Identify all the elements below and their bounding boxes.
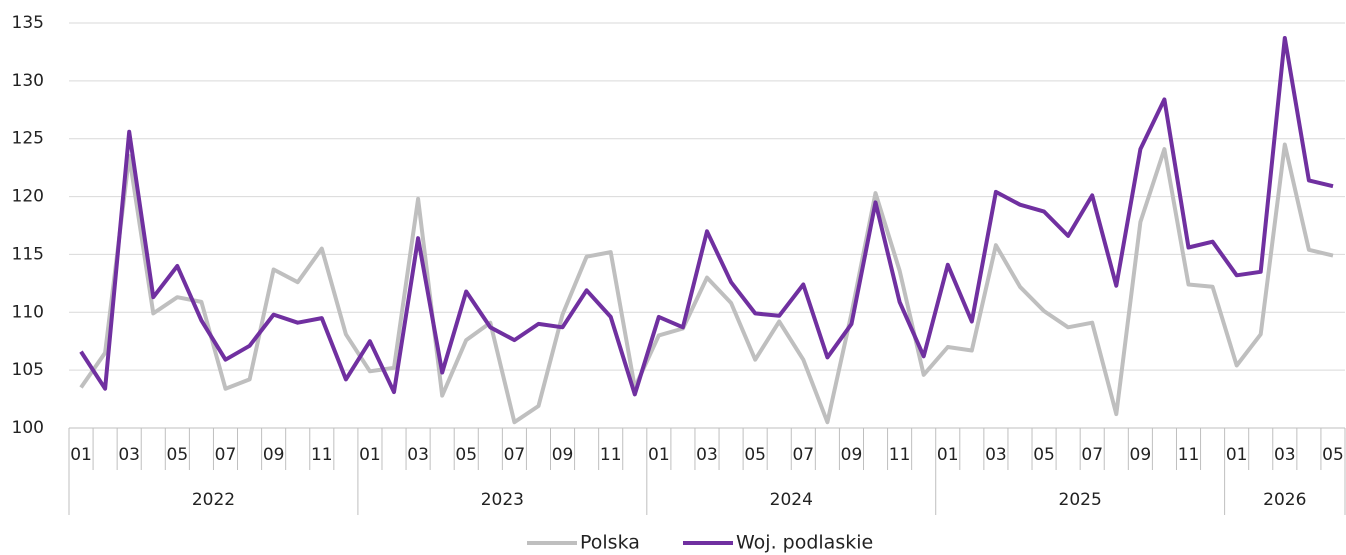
x-tick-label: 01 (937, 445, 959, 465)
x-group-label: 2024 (770, 490, 813, 510)
y-tick-label: 125 (12, 129, 44, 149)
series-line (79, 142, 1334, 425)
x-group-label: 2022 (192, 490, 235, 510)
y-tick-label: 130 (12, 71, 44, 91)
y-tick-label: 115 (12, 244, 44, 264)
y-tick-label: 110 (12, 302, 44, 322)
legend-label: Woj. podlaskie (736, 532, 873, 554)
x-tick-label: 05 (455, 445, 477, 465)
x-tick-label: 07 (504, 445, 526, 465)
x-tick-label: 09 (552, 445, 574, 465)
x-tick-label: 07 (1081, 445, 1103, 465)
x-tick-label: 03 (1274, 445, 1296, 465)
x-tick-label: 03 (118, 445, 140, 465)
x-tick-label: 05 (1322, 445, 1344, 465)
x-tick-label: 11 (311, 445, 333, 465)
x-group-label: 2026 (1263, 490, 1306, 510)
x-tick-label: 05 (167, 445, 189, 465)
x-tick-label: 09 (263, 445, 285, 465)
y-tick-label: 120 (12, 187, 44, 207)
x-tick-label: 03 (985, 445, 1007, 465)
x-tick-label: 01 (648, 445, 670, 465)
y-tick-label: 100 (12, 418, 44, 438)
x-tick-label: 11 (600, 445, 622, 465)
x-tick-label: 05 (1033, 445, 1055, 465)
x-tick-label: 11 (1178, 445, 1200, 465)
x-tick-label: 09 (1130, 445, 1152, 465)
y-tick-label: 135 (12, 13, 44, 33)
x-tick-label: 01 (1226, 445, 1248, 465)
legend-label: Polska (580, 532, 640, 554)
x-group-label: 2023 (481, 490, 524, 510)
x-tick-label: 09 (841, 445, 863, 465)
series-line (79, 36, 1334, 397)
x-tick-label: 05 (744, 445, 766, 465)
x-tick-label: 07 (215, 445, 237, 465)
x-tick-label: 07 (792, 445, 814, 465)
x-group-label: 2025 (1059, 490, 1102, 510)
x-tick-label: 03 (407, 445, 429, 465)
x-tick-label: 11 (889, 445, 911, 465)
x-tick-label: 03 (696, 445, 718, 465)
x-tick-label: 01 (70, 445, 92, 465)
y-tick-label: 105 (12, 360, 44, 380)
x-tick-label: 01 (359, 445, 381, 465)
